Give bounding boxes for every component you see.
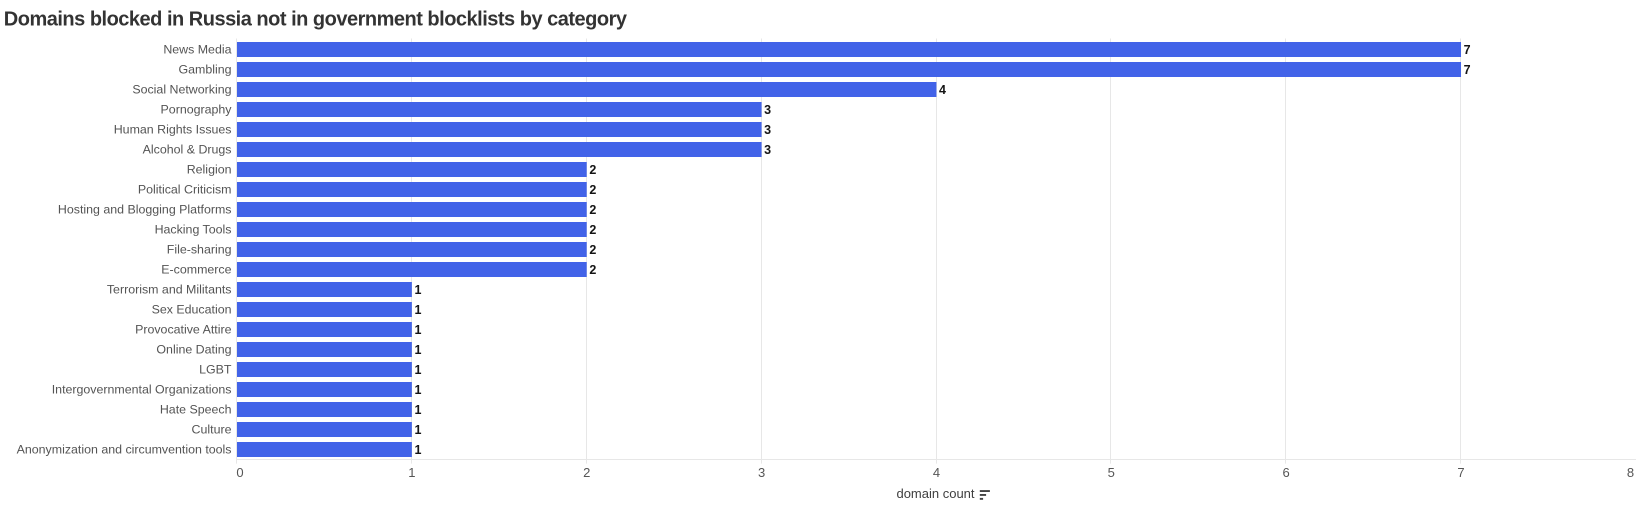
svg-text:Online Dating: Online Dating <box>156 343 231 357</box>
svg-text:Anonymization and circumventio: Anonymization and circumvention tools <box>17 443 232 457</box>
svg-text:2: 2 <box>583 465 590 480</box>
svg-text:1: 1 <box>414 363 421 377</box>
svg-text:Gambling: Gambling <box>178 63 231 77</box>
svg-text:domain count: domain count <box>896 486 974 501</box>
svg-text:3: 3 <box>764 123 771 137</box>
svg-text:3: 3 <box>764 103 771 117</box>
svg-text:Hate Speech: Hate Speech <box>160 403 232 417</box>
svg-text:2: 2 <box>589 243 596 257</box>
svg-text:6: 6 <box>1283 465 1290 480</box>
svg-text:Social Networking: Social Networking <box>132 83 231 97</box>
svg-text:1: 1 <box>414 383 421 397</box>
svg-text:5: 5 <box>1108 465 1115 480</box>
svg-text:1: 1 <box>414 403 421 417</box>
svg-text:Sex Education: Sex Education <box>152 303 232 317</box>
svg-text:0: 0 <box>236 465 243 480</box>
svg-text:E-commerce: E-commerce <box>161 263 231 277</box>
svg-text:2: 2 <box>589 203 596 217</box>
svg-text:7: 7 <box>1464 63 1471 77</box>
svg-text:1: 1 <box>414 303 421 317</box>
svg-text:2: 2 <box>589 263 596 277</box>
svg-text:3: 3 <box>764 143 771 157</box>
svg-text:Terrorism and Militants: Terrorism and Militants <box>107 283 232 297</box>
svg-text:Intergovernmental Organization: Intergovernmental Organizations <box>52 383 232 397</box>
svg-text:Political Criticism: Political Criticism <box>138 183 232 197</box>
svg-text:Hosting and Blogging Platforms: Hosting and Blogging Platforms <box>58 203 232 217</box>
svg-text:LGBT: LGBT <box>199 363 232 377</box>
svg-text:4: 4 <box>933 465 940 480</box>
svg-text:3: 3 <box>758 465 765 480</box>
svg-text:Culture: Culture <box>192 423 232 437</box>
svg-text:2: 2 <box>589 163 596 177</box>
svg-text:1: 1 <box>414 423 421 437</box>
svg-text:4: 4 <box>939 83 946 97</box>
svg-text:Pornography: Pornography <box>161 103 233 117</box>
svg-text:1: 1 <box>414 283 421 297</box>
svg-text:2: 2 <box>589 183 596 197</box>
svg-text:Alcohol & Drugs: Alcohol & Drugs <box>143 143 232 157</box>
svg-text:News Media: News Media <box>163 43 231 57</box>
svg-text:1: 1 <box>414 443 421 457</box>
svg-text:Domains blocked in Russia not: Domains blocked in Russia not in governm… <box>4 8 628 30</box>
svg-text:Religion: Religion <box>187 163 232 177</box>
svg-text:Hacking Tools: Hacking Tools <box>155 223 232 237</box>
svg-text:1: 1 <box>414 323 421 337</box>
svg-text:7: 7 <box>1464 43 1471 57</box>
svg-text:Provocative Attire: Provocative Attire <box>135 323 232 337</box>
svg-text:8: 8 <box>1627 465 1634 480</box>
svg-text:1: 1 <box>408 465 415 480</box>
svg-text:File-sharing: File-sharing <box>167 243 232 257</box>
svg-text:Human Rights Issues: Human Rights Issues <box>114 123 232 137</box>
svg-text:7: 7 <box>1457 465 1464 480</box>
svg-text:2: 2 <box>589 223 596 237</box>
svg-text:1: 1 <box>414 343 421 357</box>
